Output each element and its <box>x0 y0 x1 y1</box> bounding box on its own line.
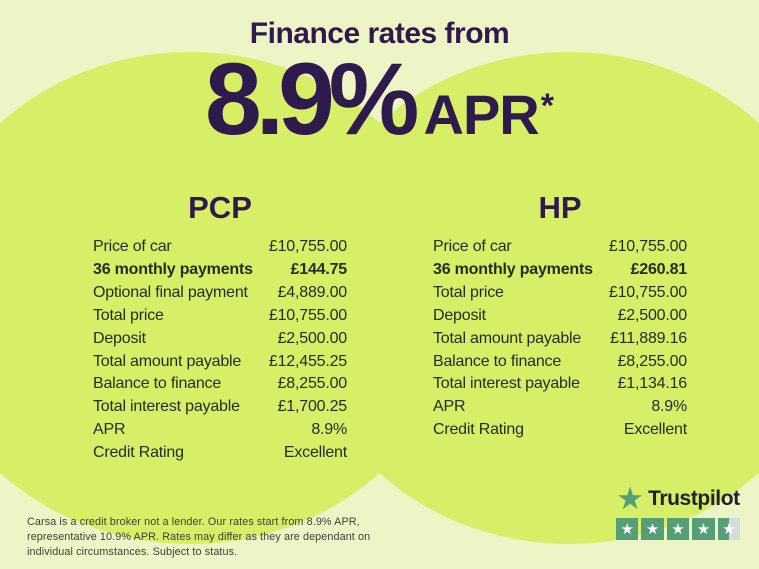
row-label: Total interest payable <box>433 375 580 393</box>
disclaimer-line-1: Carsa is a credit broker not a lender. O… <box>27 516 360 543</box>
row-value: £10,755.00 <box>268 238 347 255</box>
finance-row: Total amount payable £12,455.25 <box>93 351 347 374</box>
star-glyph: ★ <box>620 520 634 538</box>
row-label: APR <box>93 421 126 439</box>
rating-star-icon: ★ <box>666 518 690 541</box>
row-value: £260.81 <box>630 260 688 278</box>
star-glyph: ★ <box>722 520 736 538</box>
hp-heading: HP <box>538 190 582 225</box>
row-label: Total interest payable <box>93 398 240 416</box>
row-value: £10,755.00 <box>608 283 687 301</box>
trustpilot-link[interactable]: ★ Trustpilot ★ ★ ★ ★ ★ <box>616 481 740 541</box>
finance-row: Balance to finance £8,255.00 <box>433 351 687 374</box>
row-label: Optional final payment <box>93 283 248 301</box>
row-value: £1,134.16 <box>617 375 688 393</box>
banner-title: Finance rates from <box>249 17 510 50</box>
row-label: 36 monthly payments <box>93 260 253 278</box>
row-value: £11,889.16 <box>610 329 687 347</box>
row-label: Deposit <box>433 306 486 324</box>
headline-rate: 8.9% APR * <box>0 48 759 150</box>
finance-row: Balance to finance £8,255.00 <box>93 373 347 396</box>
row-value: £8,255.00 <box>277 375 348 393</box>
finance-row: Deposit £2,500.00 <box>93 328 347 351</box>
rate-value: 8.9% <box>205 42 419 156</box>
hp-rows: Price of car £10,755.00 36 monthly payment… <box>433 236 687 442</box>
finance-row: Total price £10,755.00 <box>93 305 347 328</box>
row-label: Price of car <box>433 238 512 255</box>
row-value: £2,500.00 <box>277 329 348 347</box>
row-value: £10,755.00 <box>268 306 347 324</box>
finance-row: Credit Rating Excellent <box>433 419 687 442</box>
finance-row: APR 8.9% <box>93 419 347 442</box>
finance-row: 36 monthly payments £144.75 <box>93 259 347 282</box>
trustpilot-wordmark: Trustpilot <box>648 487 740 510</box>
row-label: Total price <box>433 283 504 301</box>
row-value: 8.9% <box>651 398 687 416</box>
row-value: £10,755.00 <box>608 238 687 255</box>
row-label: Balance to finance <box>93 375 222 393</box>
row-label: Credit Rating <box>93 444 184 462</box>
rating-star-icon: ★ <box>717 518 740 541</box>
finance-row: Optional final payment £4,889.00 <box>93 282 347 305</box>
background-ellipse-right <box>299 52 759 544</box>
row-label: 36 monthly payments <box>433 260 593 278</box>
apr-label: APR <box>423 83 540 146</box>
star-glyph: ★ <box>645 520 660 538</box>
finance-row: Credit Rating Excellent <box>93 442 347 465</box>
row-value: £8,255.00 <box>617 352 688 370</box>
legal-disclaimer: Carsa is a credit broker not a lender. O… <box>27 515 417 559</box>
disclaimer-line-2: Rates may differ as they are dependant o… <box>27 530 371 558</box>
row-label: Total price <box>93 306 164 324</box>
pcp-finance-table: PCP Price of car £10,755.00 36 monthly pay… <box>93 191 347 465</box>
finance-row: 36 monthly payments £260.81 <box>433 259 687 282</box>
finance-row: Total price £10,755.00 <box>433 282 687 305</box>
row-label: Balance to finance <box>433 352 562 370</box>
rating-star-icon: ★ <box>641 518 664 541</box>
pcp-rows: Price of car £10,755.00 36 monthly payment… <box>93 236 347 465</box>
row-value: Excellent <box>283 444 347 462</box>
row-value: £2,500.00 <box>617 306 688 324</box>
row-value: £1,700.25 <box>277 398 348 416</box>
trustpilot-star-icon: ★ <box>616 481 645 516</box>
row-value: Excellent <box>623 421 687 439</box>
finance-row: APR 8.9% <box>433 396 687 419</box>
finance-row: Price of car £10,755.00 <box>93 236 347 259</box>
star-glyph: ★ <box>671 520 685 538</box>
hp-finance-table: HP Price of car £10,755.00 36 monthly paym… <box>433 191 687 442</box>
pcp-heading: PCP <box>188 190 252 225</box>
rating-star-icon: ★ <box>692 518 715 541</box>
finance-row: Total amount payable £11,889.16 <box>433 328 687 351</box>
finance-row: Price of car £10,755.00 <box>433 236 687 259</box>
row-value: £144.75 <box>290 260 348 278</box>
finance-row: Total interest payable £1,134.16 <box>433 373 687 396</box>
row-value: £12,455.25 <box>268 352 347 370</box>
finance-row: Total interest payable £1,700.25 <box>93 396 347 419</box>
trustpilot-rating-stars: ★ ★ ★ ★ ★ <box>616 518 740 541</box>
row-value: 8.9% <box>311 421 347 439</box>
row-label: Total amount payable <box>433 329 582 347</box>
finance-row: Deposit £2,500.00 <box>433 305 687 328</box>
row-label: Deposit <box>93 329 146 347</box>
star-glyph: ★ <box>696 520 711 538</box>
row-label: Credit Rating <box>433 421 524 439</box>
rating-star-icon: ★ <box>616 518 639 541</box>
row-label: APR <box>433 398 466 416</box>
row-label: Price of car <box>93 238 172 255</box>
apr-asterisk: * <box>540 87 554 125</box>
trustpilot-logo: ★ Trustpilot <box>616 481 740 516</box>
row-label: Total amount payable <box>93 352 242 370</box>
row-value: £4,889.00 <box>277 283 348 301</box>
